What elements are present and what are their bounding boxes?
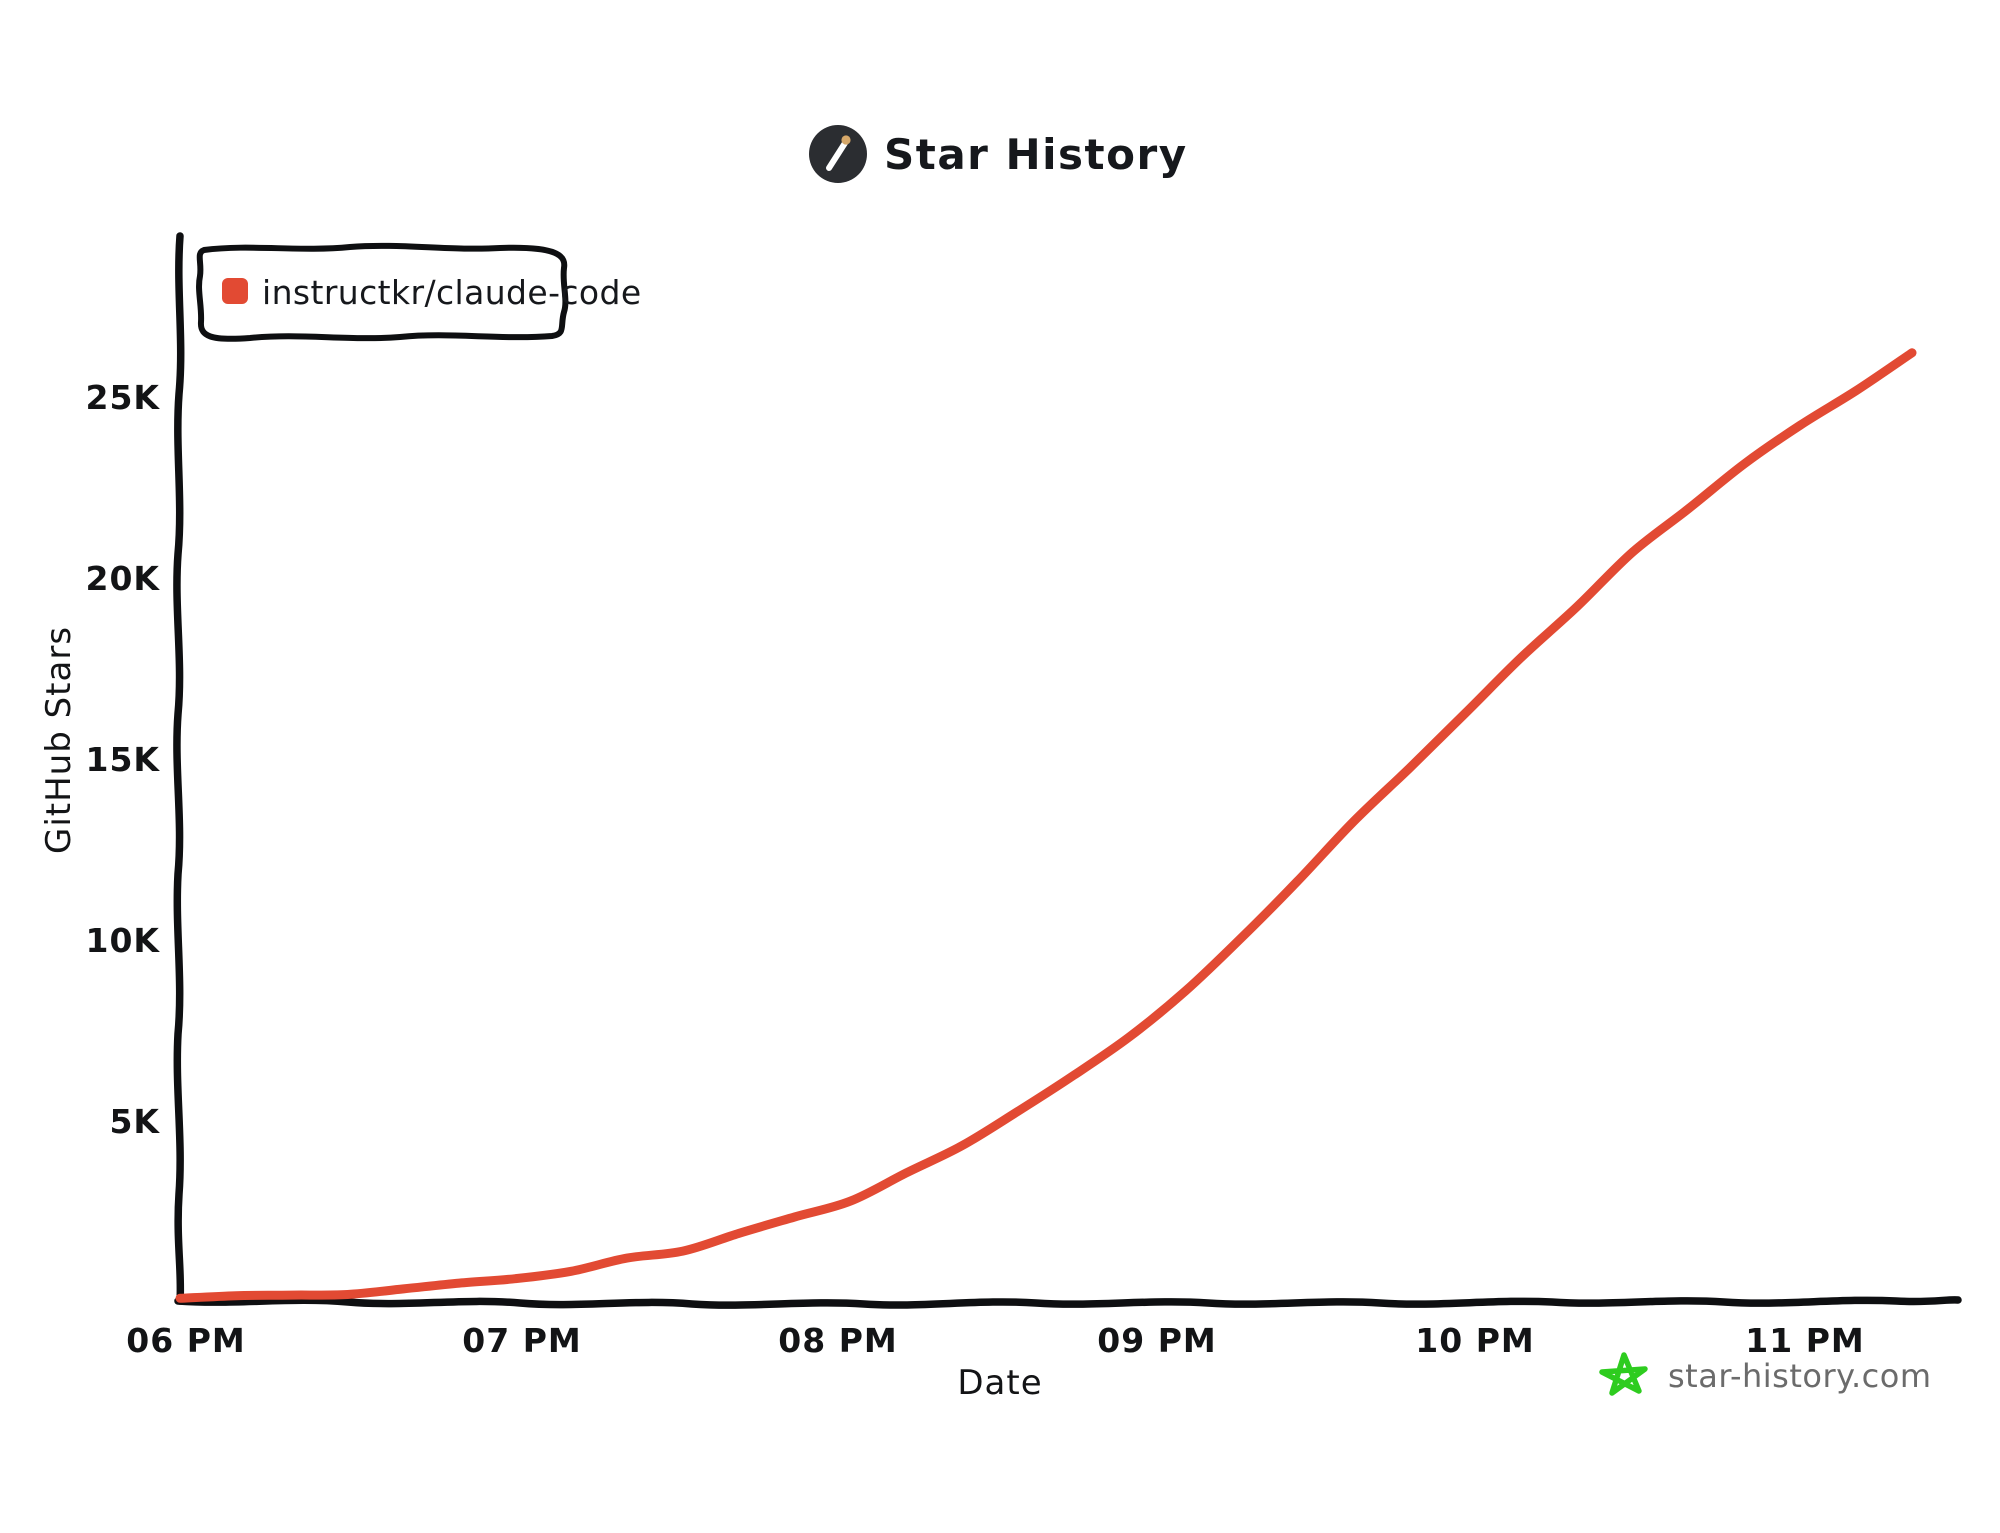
legend-item-label: instructkr/claude-code bbox=[262, 273, 642, 312]
y-tick-label: 15K bbox=[86, 740, 161, 779]
y-tick-label: 25K bbox=[86, 378, 161, 417]
x-tick-label: 07 PM bbox=[462, 1321, 581, 1360]
chart-header: Star History bbox=[809, 125, 1188, 183]
y-axis-tick-labels: 5K 10K 15K 20K 25K bbox=[86, 378, 161, 1141]
x-tick-label: 11 PM bbox=[1745, 1321, 1864, 1360]
x-axis-tick-labels: 06 PM 07 PM 08 PM 09 PM 10 PM 11 PM bbox=[126, 1321, 1864, 1360]
watermark[interactable]: star-history.com bbox=[1599, 1352, 1932, 1396]
x-tick-label: 06 PM bbox=[126, 1321, 245, 1360]
x-axis-title: Date bbox=[957, 1363, 1042, 1403]
star-history-wand-icon bbox=[809, 125, 867, 183]
green-star-icon bbox=[1599, 1352, 1648, 1396]
x-tick-label: 09 PM bbox=[1097, 1321, 1216, 1360]
chart-legend[interactable]: instructkr/claude-code bbox=[196, 242, 642, 342]
y-tick-label: 5K bbox=[109, 1102, 160, 1141]
series-line-instructkr-claude-code bbox=[175, 348, 1917, 1303]
y-axis-title: GitHub Stars bbox=[39, 626, 79, 854]
y-axis-line bbox=[173, 232, 185, 1305]
chart-axes bbox=[173, 232, 1962, 1309]
y-tick-label: 20K bbox=[86, 559, 161, 598]
x-tick-label: 08 PM bbox=[778, 1321, 897, 1360]
series-group bbox=[175, 348, 1917, 1303]
legend-marker-icon bbox=[222, 278, 248, 304]
legend-box bbox=[196, 242, 569, 342]
x-axis-line bbox=[174, 1296, 1962, 1309]
x-tick-label: 10 PM bbox=[1415, 1321, 1534, 1360]
page-title: Star History bbox=[884, 130, 1188, 179]
watermark-label: star-history.com bbox=[1668, 1357, 1932, 1395]
y-tick-label: 10K bbox=[86, 921, 161, 960]
